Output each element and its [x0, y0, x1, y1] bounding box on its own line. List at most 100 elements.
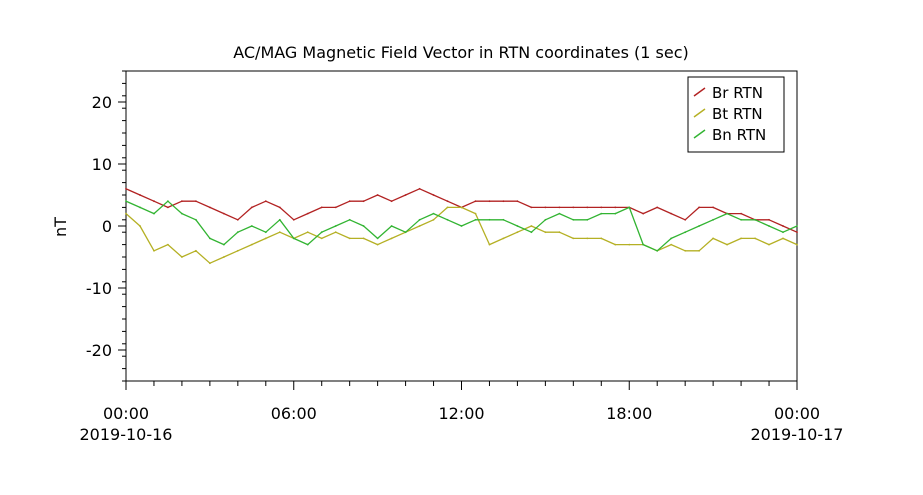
data-point-br — [362, 200, 365, 203]
data-point-bt — [502, 237, 505, 240]
x-tick-label: 00:00 — [774, 404, 820, 423]
data-point-bt — [446, 206, 449, 209]
data-point-br — [502, 200, 505, 203]
data-point-br — [418, 187, 421, 190]
data-point-bt — [474, 212, 477, 215]
y-tick-label: -20 — [86, 341, 112, 360]
data-point-br — [642, 212, 645, 215]
data-point-bt — [740, 237, 742, 240]
data-point-br — [530, 206, 533, 209]
data-point-bt — [726, 243, 728, 246]
y-axis: -20 -10 0 10 20 — [86, 70, 126, 382]
data-point-br — [334, 206, 337, 209]
data-point-br — [544, 206, 547, 209]
data-point-br — [712, 206, 714, 209]
data-point-br — [278, 206, 281, 209]
data-point-br — [195, 200, 197, 203]
data-point-br — [292, 218, 295, 221]
data-point-bt — [558, 231, 561, 234]
series-line-bt — [125, 206, 798, 264]
data-point-bt — [376, 243, 379, 246]
y-tick-label: -10 — [86, 279, 112, 298]
data-point-br — [586, 206, 589, 209]
data-point-bt — [516, 231, 519, 234]
data-point-bt — [250, 243, 253, 246]
data-point-bt — [768, 243, 770, 246]
data-point-bt — [530, 225, 533, 227]
y-tick-label: 0 — [102, 217, 112, 236]
data-point-bn — [306, 243, 309, 246]
legend-label-br: Br RTN — [712, 84, 763, 102]
data-point-bn — [586, 218, 589, 221]
data-point-bt — [390, 237, 393, 240]
data-point-br — [488, 200, 491, 203]
data-point-br — [782, 225, 784, 227]
data-point-bn — [264, 231, 267, 234]
data-point-bt — [782, 237, 784, 240]
data-point-bn — [572, 218, 575, 221]
data-point-bn — [432, 212, 435, 215]
data-point-bn — [474, 218, 477, 221]
data-point-bn — [712, 218, 714, 221]
chart-title: AC/MAG Magnetic Field Vector in RTN coor… — [233, 43, 689, 62]
data-point-bn — [796, 225, 798, 227]
data-point-bt — [796, 243, 798, 246]
data-point-br — [390, 200, 393, 203]
x-tick-date-label: 2019-10-16 — [80, 425, 173, 444]
data-point-bn — [167, 200, 169, 203]
data-point-bn — [670, 237, 673, 240]
data-point-br — [306, 212, 309, 215]
data-point-bn — [292, 237, 295, 240]
data-point-bt — [600, 237, 603, 240]
data-point-bt — [223, 256, 225, 258]
legend: Br RTN Bt RTN Bn RTN — [687, 76, 785, 153]
data-point-br — [572, 206, 575, 209]
legend-label-bt: Bt RTN — [712, 105, 763, 123]
data-point-bn — [768, 225, 770, 227]
data-point-bn — [460, 225, 463, 227]
data-point-br — [181, 200, 183, 203]
data-point-bt — [181, 256, 183, 258]
data-point-bn — [153, 212, 155, 215]
data-point-bt — [754, 237, 756, 240]
data-point-bn — [502, 218, 505, 221]
data-point-bn — [376, 237, 379, 240]
data-point-bn — [684, 231, 687, 234]
data-point-bt — [488, 243, 491, 246]
data-point-br — [684, 218, 687, 221]
data-point-br — [446, 200, 449, 203]
x-tick-date-label: 2019-10-17 — [751, 425, 844, 444]
data-point-bn — [418, 218, 421, 221]
data-point-br — [656, 206, 659, 209]
data-point-br — [139, 194, 141, 196]
data-point-bt — [698, 249, 700, 252]
data-point-bt — [334, 231, 337, 234]
data-point-br — [167, 206, 169, 209]
data-point-br — [236, 218, 239, 221]
data-point-bt — [348, 237, 351, 240]
data-point-bn — [656, 249, 659, 252]
data-point-bn — [334, 225, 337, 227]
data-point-bt — [586, 237, 589, 240]
data-point-bt — [712, 237, 714, 240]
data-point-bt — [544, 231, 547, 234]
data-point-br — [250, 206, 253, 209]
data-point-bn — [740, 218, 742, 221]
x-tick-label: 06:00 — [271, 404, 317, 423]
data-point-bn — [642, 243, 645, 246]
data-point-bn — [698, 225, 700, 227]
data-point-bn — [181, 212, 183, 215]
data-point-bn — [195, 218, 197, 221]
data-point-bt — [195, 249, 197, 252]
data-point-bt — [628, 243, 631, 246]
x-tick-label: 00:00 — [103, 404, 149, 423]
data-point-bt — [139, 225, 141, 227]
data-point-bn — [488, 218, 491, 221]
legend-swatch-bn — [693, 129, 706, 139]
data-point-bt — [153, 249, 155, 252]
data-point-br — [376, 194, 379, 196]
data-point-bn — [390, 225, 393, 227]
data-point-br — [223, 212, 225, 215]
data-point-bt — [670, 243, 673, 246]
